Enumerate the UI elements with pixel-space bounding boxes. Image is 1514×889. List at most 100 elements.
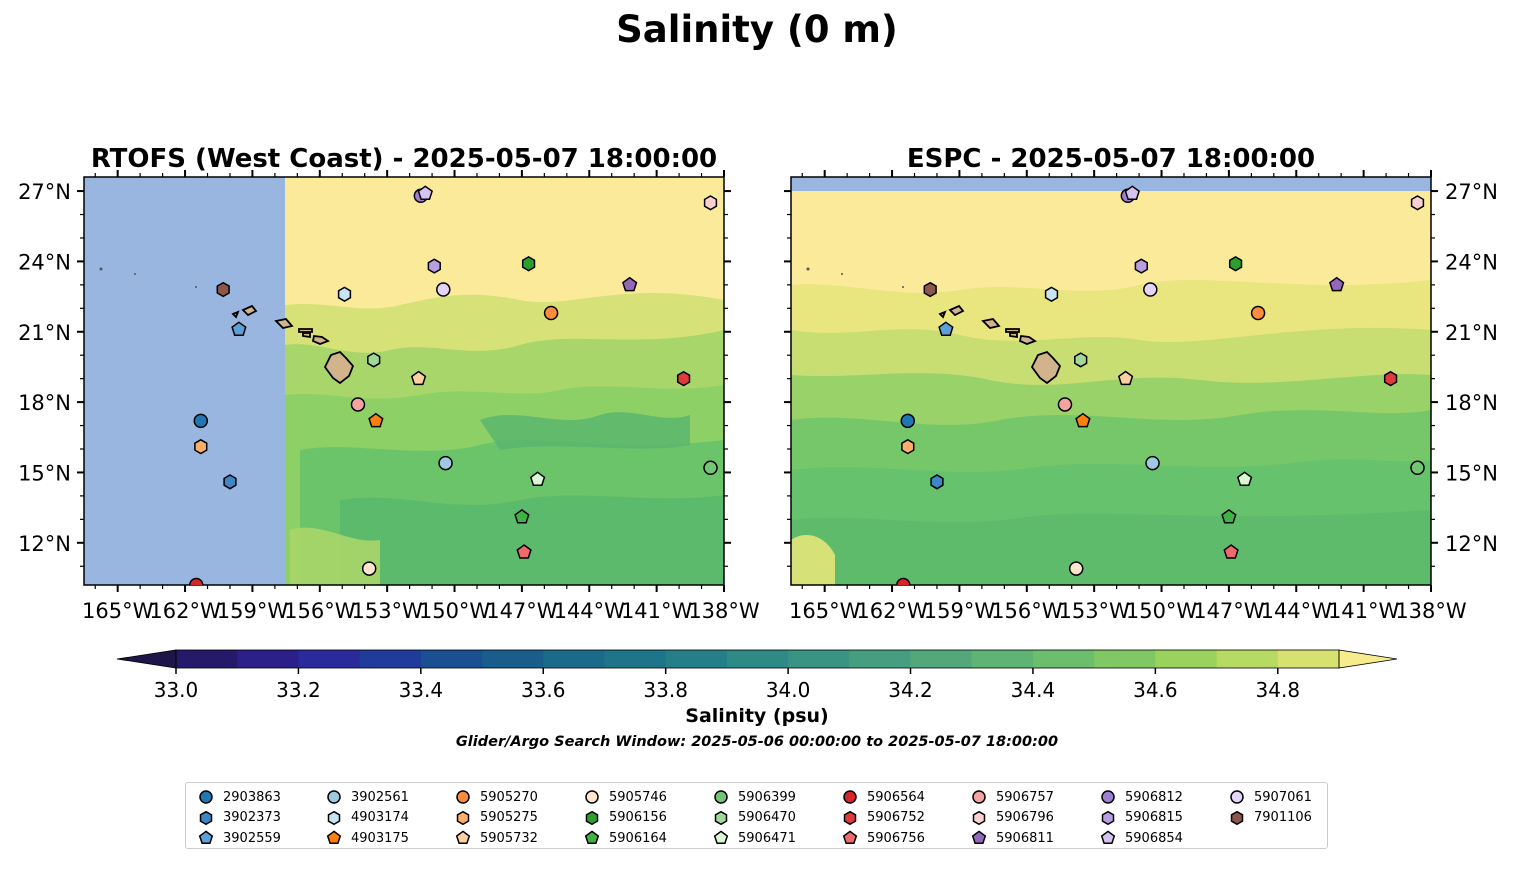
legend-marker-pentagon-icon: [971, 830, 987, 845]
rtofs-lat-tick-label: 24°N: [18, 250, 71, 274]
espc-salinity-field: [791, 177, 1431, 585]
search-window-caption: Glider/Argo Search Window: 2025-05-06 00…: [456, 734, 1058, 750]
rtofs-lat-tick-label: 18°N: [18, 391, 71, 415]
legend-label: 5906811: [996, 830, 1054, 846]
legend-marker-pentagon-icon: [326, 830, 342, 845]
espc-float-marker-5906470: [1074, 352, 1088, 368]
espc-lat-tick-label: 24°N: [1445, 250, 1498, 274]
legend-entry-5906815: 5906815: [1100, 808, 1183, 829]
legend-entry-5906796: 5906796: [971, 808, 1054, 829]
legend-symbol: [327, 790, 341, 804]
colorbar-segment: [543, 650, 605, 668]
colorbar-segment: [482, 650, 544, 668]
legend-column: 3902561 4903174 4903175: [326, 787, 409, 849]
legend-entry-5905270: 5905270: [455, 787, 538, 808]
rtofs-lon-tick-label: 144°W: [554, 599, 626, 623]
legend-marker-circle-icon: [585, 790, 599, 804]
legend-symbol: [843, 810, 857, 825]
legend-label: 5906164: [609, 830, 667, 846]
espc-float-marker-5906811: [1329, 276, 1345, 292]
colorbar-segment: [298, 650, 361, 668]
espc-map-panel: ESPC - 2025-05-07 18:00:00: [784, 144, 1498, 623]
legend-label: 7901106: [1254, 810, 1312, 826]
legend-column: 5906564 5906752 5906756: [842, 787, 925, 849]
espc-lat-tick-label: 18°N: [1445, 391, 1498, 415]
legend-entry-5906564: 5906564: [842, 787, 925, 808]
espc-float-marker-5905732: [1117, 370, 1134, 386]
colorbar-segment: [604, 650, 667, 668]
colorbar-extend-high: [1338, 649, 1398, 669]
legend-symbol: [842, 830, 858, 845]
legend-symbol: [1101, 810, 1115, 825]
legend-marker-pentagon-icon: [198, 830, 214, 845]
espc-lat-tick-label: 12°N: [1445, 532, 1498, 556]
espc-lon-tick-label: 159°W: [924, 599, 996, 623]
legend-marker-pentagon-icon: [584, 830, 600, 845]
legend-symbol: [1230, 810, 1244, 825]
legend-symbol: [971, 830, 987, 845]
legend-entry-2903863: 2903863: [198, 787, 281, 808]
legend-column: 5906399 5906470 5906471: [713, 787, 796, 849]
espc-float-marker-4903174: [1044, 286, 1059, 302]
rtofs-float-marker-5906156: [521, 256, 536, 272]
legend-symbol: [843, 790, 857, 804]
colorbar-segment: [849, 650, 912, 668]
rtofs-float-marker-5906471: [529, 471, 546, 487]
rtofs-lon-tick-label: 165°W: [82, 599, 154, 623]
espc-float-marker-5906164: [1221, 508, 1237, 524]
espc-float-markers: [896, 185, 1425, 585]
rtofs-lat-tick-label: 21°N: [18, 321, 71, 345]
colorbar-label: Salinity (psu): [685, 705, 828, 727]
colorbar-tick-label: 33.8: [643, 678, 688, 702]
legend-entry-5906854: 5906854: [1100, 828, 1183, 849]
colorbar-extend-low: [116, 649, 177, 669]
legend-label: 5906470: [738, 810, 796, 826]
colorbar-segment: [971, 650, 1034, 668]
rtofs-panel-title: RTOFS (West Coast) - 2025-05-07 18:00:00: [91, 144, 717, 174]
legend-marker-hexagon-icon: [199, 810, 213, 825]
legend-entry-4903175: 4903175: [326, 828, 409, 849]
rtofs-lon-tick-label: 159°W: [217, 599, 289, 623]
legend-symbol: [1101, 790, 1115, 804]
rtofs-salinity-field: [84, 177, 724, 585]
legend-symbol: [972, 790, 986, 804]
legend-label: 5907061: [1254, 789, 1312, 805]
rtofs-float-marker-5905746: [361, 561, 377, 576]
colorbar-segment: [910, 650, 973, 668]
espc-lon-tick-label: 162°W: [856, 599, 928, 623]
legend-label: 5905732: [480, 830, 538, 846]
legend-symbol: [714, 810, 728, 825]
colorbar-tick-label: 34.6: [1133, 678, 1178, 702]
legend-entry-5906811: 5906811: [971, 828, 1054, 849]
espc-lon-tick-label: 138°W: [1395, 599, 1467, 623]
espc-float-marker-5907061: [1143, 282, 1158, 297]
rtofs-float-marker-5906811: [622, 276, 638, 292]
colorbar-segment: [1216, 650, 1279, 668]
legend-symbol: [1100, 830, 1116, 845]
legend-symbol: [713, 830, 729, 845]
legend-symbol: [1230, 790, 1244, 804]
salinity-colorbar: 33.0 33.2 33.4 33.6 33.8 34.0 34.2 34.4 34.6 34.8: [116, 649, 1398, 702]
legend-marker-circle-icon: [1230, 790, 1244, 804]
figure-title: Salinity (0 m): [616, 8, 898, 51]
rtofs-lon-tick-label: 162°W: [149, 599, 221, 623]
legend-marker-hexagon-icon: [585, 810, 599, 825]
rtofs-float-marker-5906757: [350, 397, 366, 412]
rtofs-float-marker-5906164: [514, 508, 530, 524]
legend-marker-circle-icon: [972, 790, 986, 804]
colorbar-tick-label: 33.4: [399, 678, 444, 702]
espc-lon-tick-label: 150°W: [1126, 599, 1198, 623]
legend-entry-3902561: 3902561: [326, 787, 409, 808]
espc-float-marker-5906752: [1383, 370, 1398, 387]
legend-label: 5906757: [996, 789, 1054, 805]
legend-label: 3902561: [351, 789, 409, 805]
espc-lon-tick-label: 141°W: [1328, 599, 1400, 623]
colorbar-segment: [1155, 650, 1218, 668]
legend-entry-5906164: 5906164: [584, 828, 667, 849]
rtofs-float-marker-5906796: [703, 195, 718, 211]
colorbar-segment: [359, 650, 422, 668]
legend-symbol: [455, 830, 471, 845]
legend-column: 5906812 5906815 5906854: [1100, 787, 1183, 849]
legend-entry-3902559: 3902559: [198, 828, 281, 849]
